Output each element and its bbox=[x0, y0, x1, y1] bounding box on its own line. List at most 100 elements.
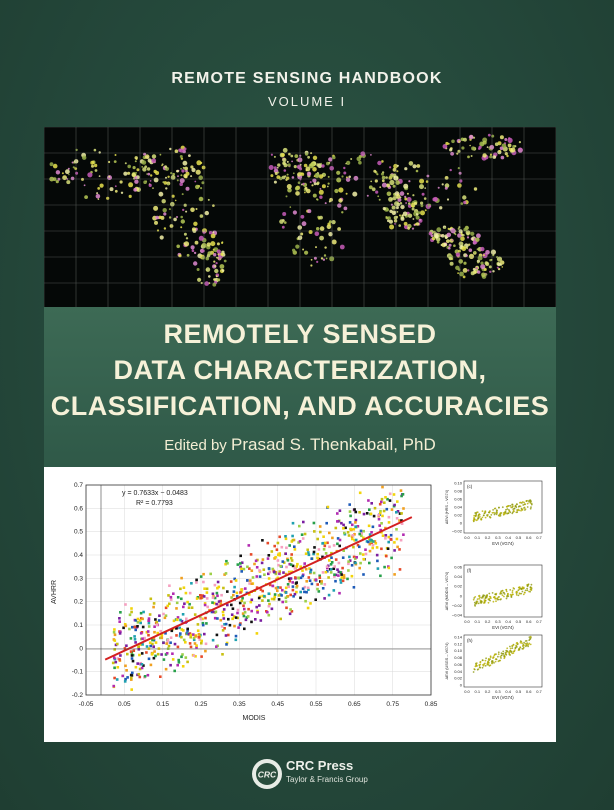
scatter-point bbox=[195, 644, 198, 647]
scatter-point bbox=[185, 617, 188, 621]
scatter-point bbox=[188, 642, 192, 645]
scatter-point bbox=[197, 636, 201, 639]
scatter-point bbox=[113, 633, 117, 637]
scatter-point bbox=[364, 552, 368, 556]
panel-point bbox=[508, 510, 511, 512]
scatter-point bbox=[387, 565, 390, 568]
panel-point bbox=[503, 595, 505, 598]
panel-y-tick: 0.06 bbox=[454, 497, 463, 502]
scatter-point bbox=[227, 617, 230, 621]
scatter-point bbox=[231, 617, 234, 621]
scatter-point bbox=[164, 632, 167, 635]
scatter-point bbox=[321, 571, 325, 574]
scatter-point bbox=[383, 565, 386, 569]
scatter-point bbox=[402, 507, 405, 510]
panel-point bbox=[483, 663, 485, 666]
scatter-point bbox=[334, 526, 338, 530]
panel-point bbox=[511, 647, 514, 649]
scatter-point bbox=[261, 539, 264, 542]
scatter-point bbox=[328, 545, 331, 549]
scatter-point bbox=[303, 562, 306, 565]
scatter-point bbox=[132, 649, 136, 652]
scatter-point bbox=[385, 507, 389, 511]
scatter-point bbox=[282, 571, 285, 574]
scatter-point bbox=[312, 521, 316, 525]
scatter-point bbox=[234, 634, 238, 638]
scatter-point bbox=[126, 652, 129, 656]
scatter-point bbox=[189, 633, 193, 637]
scatter-point bbox=[233, 577, 236, 581]
scatter-point bbox=[296, 562, 299, 566]
scatter-point bbox=[305, 590, 308, 594]
scatter-point bbox=[186, 632, 189, 635]
panel-point bbox=[508, 653, 511, 656]
panel-point bbox=[516, 641, 519, 644]
scatter-point bbox=[240, 599, 244, 603]
scatter-point bbox=[233, 585, 236, 589]
scatter-point bbox=[153, 650, 156, 653]
scatter-point bbox=[138, 619, 142, 622]
panel-point bbox=[509, 645, 511, 648]
scatter-point bbox=[187, 606, 191, 609]
scatter-point bbox=[216, 586, 219, 590]
scatter-point bbox=[243, 607, 246, 611]
scatter-point bbox=[300, 533, 304, 536]
scatter-point bbox=[371, 546, 374, 550]
scatter-point bbox=[392, 493, 396, 496]
panel-letter: (c) bbox=[467, 484, 473, 489]
scatter-point bbox=[145, 651, 148, 654]
scatter-point bbox=[278, 535, 281, 539]
panel-point bbox=[529, 501, 532, 503]
scatter-point bbox=[151, 642, 154, 646]
scatter-point bbox=[289, 577, 293, 580]
scatter-point bbox=[337, 574, 340, 577]
panel-point bbox=[494, 660, 497, 663]
scatter-point bbox=[299, 576, 303, 580]
scatter-point bbox=[295, 565, 298, 568]
scatter-point bbox=[330, 561, 334, 564]
scatter-point bbox=[293, 592, 297, 596]
scatter-point bbox=[160, 634, 163, 637]
scatter-point bbox=[267, 554, 271, 557]
panel-point bbox=[478, 666, 481, 668]
scatter-point bbox=[383, 501, 386, 504]
scatter-point bbox=[258, 569, 261, 572]
scatter-point bbox=[162, 612, 165, 616]
panel-point bbox=[480, 518, 483, 521]
scatter-point bbox=[136, 621, 140, 624]
panel-point bbox=[497, 651, 500, 654]
small-panel-3: (h) 0.140.12 0.10 0.08 0.06 0.04 0.02 00.0 0.1 0.… bbox=[445, 635, 543, 701]
scatter-point bbox=[241, 596, 244, 600]
scatter-point bbox=[213, 583, 217, 587]
panel-point bbox=[501, 506, 504, 509]
scatter-point bbox=[384, 526, 387, 530]
scatter-point bbox=[333, 575, 336, 578]
panel-point bbox=[479, 516, 481, 518]
scatter-point bbox=[376, 567, 380, 570]
scatter-point bbox=[224, 572, 228, 575]
scatter-point bbox=[304, 599, 307, 603]
panel-point bbox=[477, 513, 480, 516]
scatter-point bbox=[124, 624, 128, 628]
scatter-point bbox=[113, 639, 117, 642]
panel-letter: (f) bbox=[467, 568, 472, 573]
scatter-point bbox=[225, 641, 229, 645]
scatter-point bbox=[279, 586, 282, 589]
scatter-point bbox=[375, 546, 379, 549]
scatter-point bbox=[171, 652, 174, 655]
panel-point bbox=[475, 602, 478, 604]
panel-point bbox=[509, 589, 512, 591]
scatter-point bbox=[146, 673, 150, 677]
panel-x-tick: 0.0 bbox=[464, 535, 470, 540]
scatter-point bbox=[130, 688, 133, 691]
scatter-point bbox=[237, 626, 240, 629]
scatter-point bbox=[180, 619, 184, 623]
scatter-point bbox=[316, 552, 319, 556]
scatter-point bbox=[322, 548, 326, 551]
scatter-point bbox=[341, 556, 345, 559]
scatter-point bbox=[309, 602, 312, 605]
panel-point bbox=[518, 592, 521, 595]
scatter-point bbox=[209, 572, 212, 576]
scatter-point bbox=[379, 509, 382, 513]
scatter-point bbox=[201, 621, 205, 625]
